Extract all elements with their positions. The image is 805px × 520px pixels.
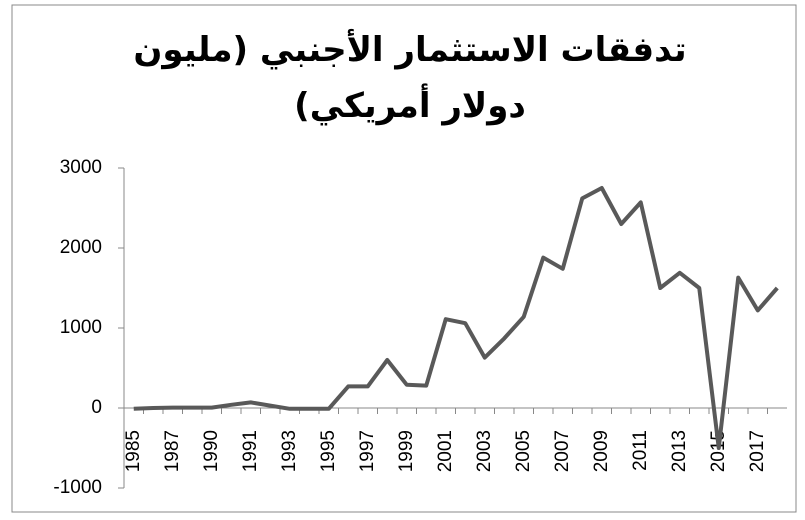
x-tick-label: 1991 <box>240 430 261 472</box>
x-tick-label: 1990 <box>201 430 222 472</box>
y-tick-label: 1000 <box>60 317 102 338</box>
x-tick-label: 1995 <box>318 430 339 472</box>
x-tick-label: 2011 <box>630 430 651 471</box>
line-series <box>133 186 779 450</box>
x-tick-label: 2005 <box>513 430 534 472</box>
x-tick-label: 2001 <box>435 430 456 472</box>
y-tick-label: 0 <box>91 397 102 418</box>
y-tick-label: 2000 <box>60 237 102 258</box>
x-tick-label: 2017 <box>747 430 768 472</box>
x-tick-label: 1985 <box>123 430 144 472</box>
y-tick-label: -1000 <box>53 477 102 498</box>
chart-border <box>11 4 797 513</box>
chart-title: تدفقات الاستثمار الأجنبي (مليون دولار أم… <box>133 30 687 126</box>
x-tick-label: 1997 <box>357 430 378 472</box>
x-tick-label: 2007 <box>552 430 573 472</box>
x-tick-label: 2013 <box>669 430 690 472</box>
x-tick-label: 1987 <box>162 430 183 472</box>
x-tick-label: 2003 <box>474 430 495 472</box>
x-tick-label: 1993 <box>279 430 300 472</box>
y-tick-label: 3000 <box>60 157 102 178</box>
x-tick-label: 2015 <box>708 430 729 472</box>
x-tick-label: 1999 <box>396 430 417 472</box>
x-tick-label: 2009 <box>591 430 612 472</box>
